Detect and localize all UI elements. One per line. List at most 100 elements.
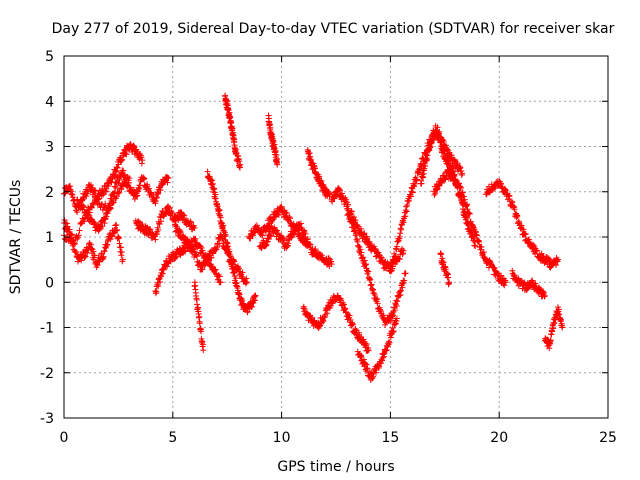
data-point (326, 193, 333, 200)
data-point (196, 320, 203, 327)
data-point (63, 220, 70, 227)
data-point (83, 211, 90, 218)
data-point (114, 226, 121, 233)
data-point (160, 266, 167, 273)
y-tick-label: -1 (40, 321, 54, 337)
data-point (530, 241, 537, 248)
data-point (198, 328, 205, 335)
data-point (547, 256, 554, 263)
data-point (402, 213, 409, 220)
data-point (109, 233, 116, 240)
data-point (514, 212, 521, 219)
data-point (464, 201, 471, 208)
data-point (76, 199, 83, 206)
data-point (113, 221, 120, 228)
data-point (533, 247, 540, 254)
data-point (131, 196, 138, 203)
data-point (522, 231, 529, 238)
data-point (76, 227, 83, 234)
data-point (328, 261, 335, 268)
y-tick-labels: -3 -2 -1 0 1 2 3 4 5 (40, 49, 54, 427)
data-point (413, 176, 420, 183)
data-point (498, 272, 505, 279)
data-point (466, 210, 473, 217)
data-point (438, 251, 445, 258)
data-point (418, 180, 425, 187)
y-tick-label: 1 (45, 230, 54, 246)
data-point (112, 222, 119, 229)
data-point (541, 292, 548, 299)
data-point (119, 156, 126, 163)
data-point (194, 301, 201, 308)
data-point (558, 317, 565, 324)
data-point (358, 352, 365, 359)
data-point (208, 254, 215, 261)
data-point (118, 249, 125, 256)
data-point (285, 240, 292, 247)
y-tick-label: 3 (45, 140, 54, 156)
data-point (278, 203, 285, 210)
data-point (363, 341, 370, 348)
data-point (232, 275, 239, 282)
data-point (547, 337, 554, 344)
data-point (202, 261, 209, 268)
data-point (365, 347, 372, 354)
data-point (457, 184, 464, 191)
data-point (204, 168, 211, 175)
data-point (191, 224, 198, 231)
data-point (209, 180, 216, 187)
data-point (374, 300, 381, 307)
data-point (420, 174, 427, 181)
data-point (426, 144, 433, 151)
data-point (403, 208, 410, 215)
data-point (155, 226, 162, 233)
data-point (324, 310, 331, 317)
data-point (392, 252, 399, 259)
data-point (89, 184, 96, 191)
data-point (402, 270, 409, 277)
data-point (316, 173, 323, 180)
data-point (365, 268, 372, 275)
data-point (177, 229, 184, 236)
data-point (79, 196, 86, 203)
data-point (100, 253, 107, 260)
data-point (358, 249, 365, 256)
data-point (211, 185, 218, 192)
data-points (61, 92, 566, 383)
data-point (393, 297, 400, 304)
data-point (251, 297, 258, 304)
data-point (264, 238, 271, 245)
data-point (216, 207, 223, 214)
data-point (472, 243, 479, 250)
data-point (346, 312, 353, 319)
data-point (463, 215, 470, 222)
data-point (344, 201, 351, 208)
data-point (360, 254, 367, 261)
data-point (272, 147, 279, 154)
data-point (216, 240, 223, 247)
data-point (120, 167, 127, 174)
data-point (83, 193, 90, 200)
data-point (141, 175, 148, 182)
data-point (502, 279, 509, 286)
data-point (135, 218, 142, 225)
y-tick-label: -2 (40, 366, 54, 382)
x-tick-label: 15 (381, 430, 399, 446)
data-point (390, 256, 397, 263)
data-point (470, 235, 477, 242)
data-point (389, 265, 396, 272)
data-point (393, 315, 400, 322)
data-point (243, 279, 250, 286)
data-point (520, 226, 527, 233)
data-point (364, 365, 371, 372)
x-tick-label: 20 (490, 430, 508, 446)
data-point (181, 212, 188, 219)
data-point (540, 253, 547, 260)
series-track-i (204, 168, 259, 316)
series-track-u (483, 178, 561, 271)
x-tick-label: 25 (599, 430, 617, 446)
y-axis-label: SDTVAR / TECUs (8, 180, 24, 295)
data-point (347, 316, 354, 323)
data-point (172, 222, 179, 229)
y-tick-label: 2 (45, 185, 54, 201)
